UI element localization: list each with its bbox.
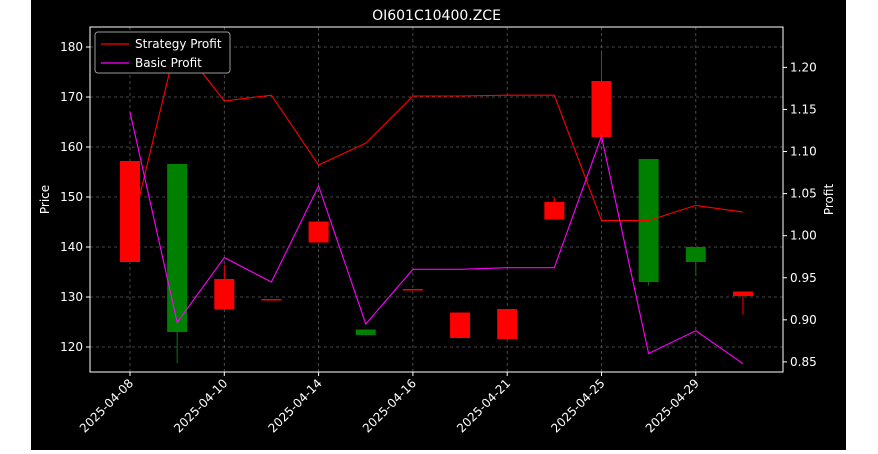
price-tick-label: 150 [60, 190, 83, 204]
price-tick-label: 120 [60, 340, 83, 354]
candle-body [685, 247, 706, 262]
chart-title: OI601C10400.ZCE [372, 8, 501, 24]
candle-body [544, 202, 565, 220]
basic-profit-line [129, 111, 744, 365]
candle [638, 159, 659, 286]
price-axis-label: Price [38, 185, 52, 214]
candle-body [355, 329, 376, 335]
profit-axis: 0.85 0.90 0.95 1.00 1.05 1.10 1.15 1.20 [783, 60, 817, 369]
candle [167, 164, 188, 363]
legend-label: Strategy Profit [135, 37, 222, 51]
profit-tick-label: 0.90 [790, 313, 817, 327]
candle-body [450, 312, 471, 338]
candle-body [308, 221, 329, 243]
candle [355, 329, 376, 336]
candles [120, 50, 753, 363]
date-tick-label: 2025-04-08 [77, 376, 136, 435]
price-tick-label: 170 [60, 90, 83, 104]
candlestick-chart: OI601C10400.ZCE 120 130 140 150 160 170 180 0.… [38, 8, 836, 435]
profit-tick-label: 1.15 [790, 102, 817, 116]
date-tick-label: 2025-04-10 [171, 376, 230, 435]
profit-lines [129, 39, 744, 365]
grid-lines [90, 27, 783, 372]
candle-body [261, 299, 282, 301]
candle [497, 309, 518, 339]
legend-label: Basic Profit [135, 56, 202, 70]
profit-tick-label: 0.95 [790, 271, 817, 285]
candle-body [497, 309, 518, 339]
candle [591, 50, 612, 137]
date-tick-label: 2025-04-14 [266, 376, 325, 435]
candle-body [214, 279, 235, 310]
candle [214, 264, 235, 310]
date-tick-label: 2025-04-29 [643, 376, 702, 435]
candle-body [591, 81, 612, 137]
profit-tick-label: 0.85 [790, 355, 817, 369]
candle [732, 291, 753, 315]
candle [685, 247, 706, 276]
candle [402, 289, 423, 291]
price-tick-label: 140 [60, 240, 83, 254]
candle [450, 312, 471, 338]
date-tick-label: 2025-04-16 [360, 376, 419, 435]
candle [544, 198, 565, 220]
candle-body [402, 289, 423, 291]
candle-body [167, 164, 188, 332]
candle-body [732, 291, 753, 296]
price-axis: 120 130 140 150 160 170 180 [60, 40, 90, 354]
price-tick-label: 180 [60, 40, 83, 54]
candle-body [120, 161, 140, 262]
candle [308, 221, 329, 243]
price-tick-label: 160 [60, 140, 83, 154]
profit-tick-label: 1.10 [790, 145, 817, 159]
profit-tick-label: 1.05 [790, 187, 817, 201]
date-axis: 2025-04-08 2025-04-10 2025-04-14 2025-04-16… [77, 372, 702, 435]
date-tick-label: 2025-04-25 [548, 376, 607, 435]
candle [261, 299, 282, 301]
date-tick-label: 2025-04-21 [454, 376, 513, 435]
profit-tick-label: 1.20 [790, 60, 817, 74]
chart-figure: OI601C10400.ZCE 120 130 140 150 160 170 180 0.… [31, 0, 846, 450]
profit-tick-label: 1.00 [790, 229, 817, 243]
plot-frame [89, 26, 784, 373]
price-tick-label: 130 [60, 290, 83, 304]
legend: Strategy Profit Basic Profit [94, 31, 231, 74]
candle [120, 161, 140, 262]
strategy-profit-line [129, 39, 743, 236]
profit-axis-label: Profit [822, 184, 836, 216]
